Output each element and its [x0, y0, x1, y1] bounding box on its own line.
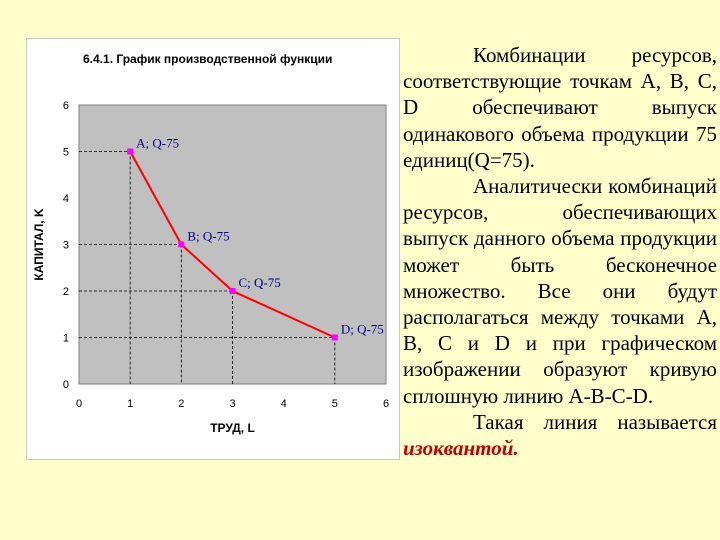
chart-title: 6.4.1. График производственной функции: [83, 52, 332, 66]
description-text: Комбинации ресурсов, соответствующие точ…: [403, 42, 717, 461]
x-tick-label: 2: [178, 398, 184, 410]
y-tick-label: 5: [63, 147, 69, 159]
data-point: [331, 334, 338, 341]
chart-panel: 6.4.1. График производственной функции 0 1…: [26, 38, 400, 460]
x-tick-label: 0: [76, 398, 82, 410]
chart-svg: 6.4.1. График производственной функции 0 1…: [32, 52, 389, 435]
x-tick-label: 5: [332, 398, 338, 410]
data-label: A; Q-75: [136, 136, 179, 151]
x-axis-label: ТРУД, L: [210, 421, 255, 435]
y-axis-label: КАПИТАЛ, K: [32, 208, 46, 281]
y-tick-label: 1: [63, 333, 69, 345]
x-tick-label: 1: [127, 398, 133, 410]
data-label: C; Q-75: [239, 275, 281, 290]
data-point: [229, 288, 236, 294]
data-point: [127, 148, 134, 155]
y-tick-label: 0: [63, 379, 69, 391]
y-tick-label: 6: [63, 100, 69, 112]
x-tick-label: 6: [383, 398, 389, 410]
isoquant-term: изоквантой.: [403, 436, 519, 461]
data-label: B; Q-75: [187, 229, 229, 244]
isoquant-sentence: Такая линия называется: [473, 409, 717, 434]
x-tick-label: 3: [229, 398, 235, 410]
isoquant-curve: [129, 151, 336, 339]
paragraph-combinations: Комбинации ресурсов, соответствующие точ…: [403, 43, 717, 172]
paragraph-analytics: Аналитически комбинаций ресурсов, обеспе…: [403, 174, 717, 408]
x-tick-label: 4: [281, 398, 287, 410]
data-label: D; Q-75: [341, 322, 384, 337]
y-tick-label: 3: [63, 240, 69, 252]
paragraph-isoquant: Такая линия называется изоквантой.: [403, 409, 717, 461]
y-tick-label: 4: [63, 193, 69, 205]
data-point: [178, 241, 185, 248]
y-tick-label: 2: [63, 286, 69, 298]
